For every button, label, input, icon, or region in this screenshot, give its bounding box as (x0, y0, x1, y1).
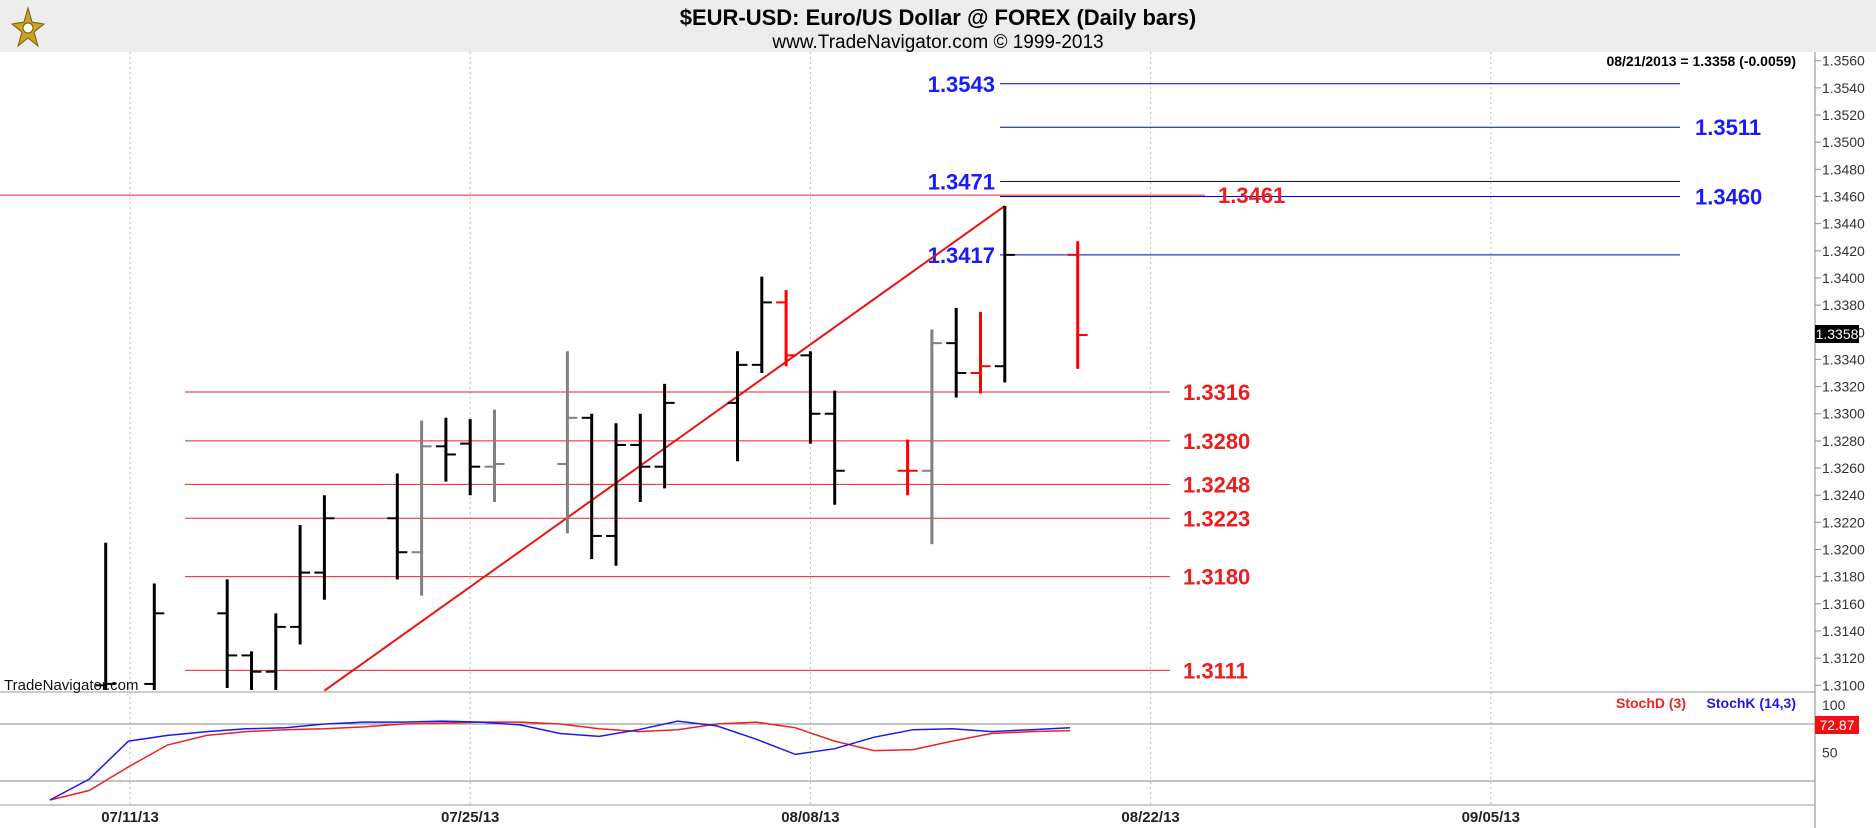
support-label: 1.3180 (1183, 565, 1250, 590)
ohlc-bar (241, 651, 262, 690)
ohlc-bar (606, 423, 626, 566)
stochD-legend: StochD (3) (1616, 695, 1686, 711)
ohlc-bar (314, 495, 335, 600)
stoch-tick-label: 50 (1822, 745, 1838, 761)
support-label: 1.3316 (1183, 380, 1250, 405)
support-label: 1.3223 (1183, 506, 1250, 531)
ohlc-bar (290, 525, 311, 645)
price-panel (0, 52, 1815, 692)
y-tick-label: 1.3240 (1822, 487, 1865, 503)
y-tick-label: 1.3460 (1822, 188, 1865, 204)
y-tick-label: 1.3420 (1822, 243, 1865, 259)
ohlc-bar (800, 351, 821, 444)
last-price-label: 1.3358 (1816, 326, 1859, 342)
date-axis: 07/11/13 07/25/13 08/08/13 08/22/13 09/05/13 (101, 809, 1520, 826)
ohlc-bar (946, 307, 967, 398)
ohlc-bar (921, 329, 942, 545)
y-tick-label: 1.3340 (1822, 351, 1865, 367)
support-resistance-levels: 1.3543 1.3511 1.3471 1.3460 1.3417 1.3461 1.33… (0, 72, 1762, 683)
support-label: 1.3461 (1218, 183, 1285, 208)
ohlc-bar (387, 473, 408, 580)
y-tick-label: 1.3560 (1822, 53, 1865, 69)
y-tick-label: 1.3440 (1822, 216, 1865, 232)
stoch-series-line (49, 721, 1071, 801)
y-tick-label: 1.3180 (1822, 569, 1865, 585)
ohlc-bar (824, 390, 845, 505)
title-bar (0, 0, 1876, 52)
y-tick-label: 1.3120 (1822, 650, 1865, 666)
ohlc-bars (95, 205, 1088, 690)
logo (6, 4, 50, 48)
stoch-last-tag: 72.87 (1815, 716, 1859, 734)
y-tick-label: 1.3300 (1822, 406, 1865, 422)
date-tick-label: 07/11/13 (101, 809, 159, 826)
date-tick-label: 08/08/13 (781, 809, 839, 826)
stoch-series-line (49, 720, 1071, 801)
y-tick-label: 1.3260 (1822, 460, 1865, 476)
resistance-label: 1.3460 (1695, 184, 1762, 209)
support-label: 1.3280 (1183, 429, 1250, 454)
stoch-last-label: 72.87 (1819, 717, 1854, 733)
ohlc-bar (727, 351, 748, 462)
ohlc-bar (460, 419, 481, 496)
ohlc-bar (217, 579, 238, 688)
date-tick-label: 07/25/13 (441, 809, 499, 826)
last-price-tag: 1.3358 (1815, 325, 1859, 343)
quote-readout: 08/21/2013 = 1.3358 (-0.0059) (1606, 53, 1796, 69)
y-tick-label: 1.3500 (1822, 134, 1865, 150)
date-tick-label: 08/22/13 (1121, 809, 1179, 826)
y-tick-label: 1.3380 (1822, 297, 1865, 313)
ohlc-bar (581, 413, 602, 560)
ohlc-bar (557, 351, 578, 534)
y-tick-label: 1.3220 (1822, 514, 1865, 530)
y-tick-label: 1.3160 (1822, 596, 1865, 612)
ohlc-bar (484, 409, 505, 502)
y-tick-label: 1.3280 (1822, 433, 1865, 449)
y-tick-label: 1.3320 (1822, 379, 1865, 395)
support-label: 1.3248 (1183, 472, 1250, 497)
support-label: 1.3111 (1183, 658, 1248, 683)
ohlc-bar (776, 290, 797, 367)
bars-clipped (95, 205, 1088, 690)
stochastic-panel: 100 50 (0, 697, 1846, 801)
ohlc-bar (265, 613, 286, 690)
ohlc-bar (994, 205, 1015, 383)
stochK-legend: StochK (14,3) (1707, 695, 1796, 711)
y-tick-label: 1.3200 (1822, 542, 1865, 558)
y-tick-label: 1.3140 (1822, 623, 1865, 639)
ohlc-bar (897, 439, 918, 496)
ohlc-bar (630, 413, 651, 502)
resistance-label: 1.3543 (928, 72, 995, 97)
ohlc-bar (654, 383, 675, 489)
ohlc-bar (1067, 241, 1088, 369)
price-axis: 1.3100 1.3120 1.3140 1.3160 1.3180 1.3200 1.32… (1815, 53, 1865, 693)
chart-title: $EUR-USD: Euro/US Dollar @ FOREX (Daily … (680, 5, 1197, 30)
watermark: TradeNavigator.com (4, 677, 139, 694)
ohlc-bar (970, 311, 991, 394)
y-tick-label: 1.3100 (1822, 677, 1865, 693)
chart-subtitle: www.TradeNavigator.com © 1999-2013 (771, 32, 1103, 53)
date-tick-label: 09/05/13 (1462, 809, 1520, 826)
y-tick-label: 1.3520 (1822, 107, 1865, 123)
ohlc-bar (411, 420, 432, 596)
y-tick-label: 1.3480 (1822, 161, 1865, 177)
resistance-label: 1.3417 (928, 243, 995, 268)
ohlc-bar (95, 542, 116, 690)
y-tick-label: 1.3400 (1822, 270, 1865, 286)
y-tick-label: 1.3540 (1822, 80, 1865, 96)
resistance-label: 1.3471 (928, 170, 995, 195)
stoch-tick-label: 100 (1822, 697, 1846, 713)
ohlc-bar (144, 583, 165, 690)
resistance-label: 1.3511 (1695, 115, 1761, 140)
ohlc-bar (435, 417, 456, 482)
ohlc-bar (751, 276, 772, 373)
